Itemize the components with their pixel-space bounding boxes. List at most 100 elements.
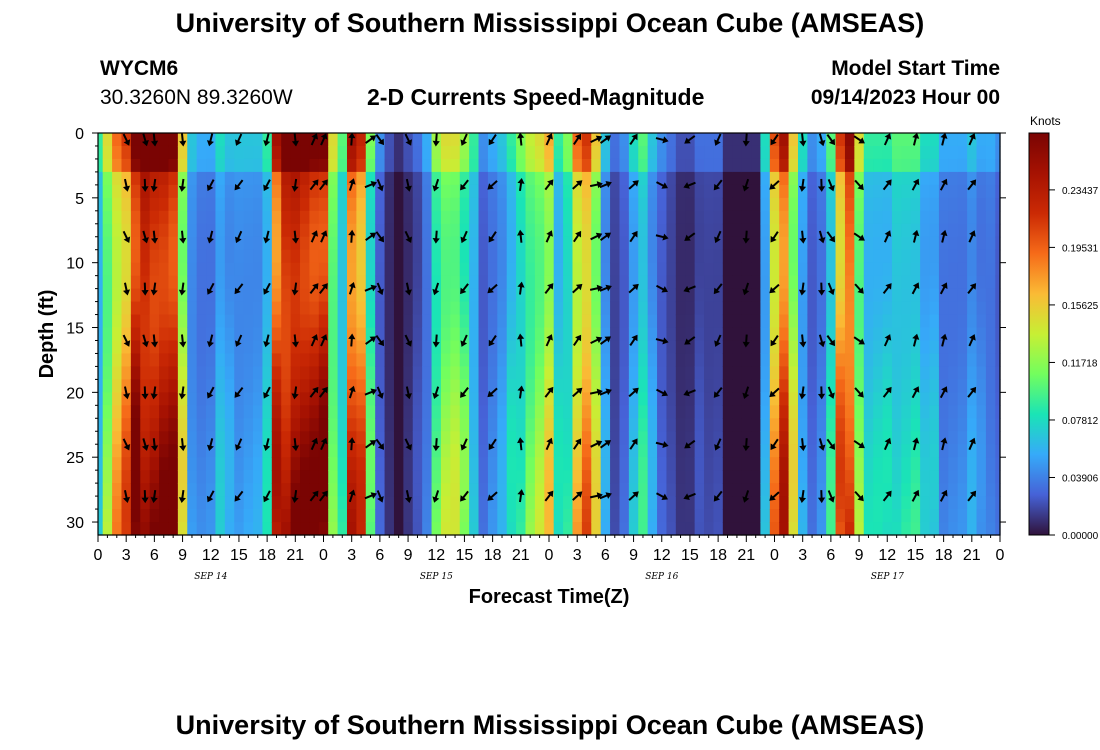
heatmap-cell [516, 509, 527, 523]
heatmap-cell [168, 483, 179, 497]
heatmap-cell [215, 444, 226, 458]
heatmap-cell [816, 210, 827, 225]
current-arrow [714, 438, 722, 451]
heatmap-cell [459, 340, 470, 355]
current-arrow [818, 230, 826, 244]
heatmap-cell [130, 470, 141, 484]
heatmap-cell [844, 483, 855, 497]
heatmap-cell [967, 236, 978, 251]
heatmap-cell [628, 158, 639, 173]
heatmap-cell [844, 133, 855, 147]
heatmap-cell [769, 301, 780, 316]
heatmap-cell [891, 223, 902, 238]
heatmap-cell [337, 314, 348, 329]
heatmap-cell [779, 379, 790, 393]
heatmap-cell [525, 457, 536, 471]
current-arrow [517, 177, 525, 191]
heatmap-cell [98, 496, 104, 510]
heatmap-cell [779, 249, 790, 264]
heatmap-cell [967, 418, 978, 432]
heatmap-cell [102, 275, 113, 290]
heatmap-cell [920, 431, 931, 445]
heatmap-cell [487, 301, 498, 316]
heatmap-cell [98, 288, 104, 303]
heatmap-cell [591, 275, 602, 290]
current-arrow [310, 437, 318, 451]
heatmap-cell [206, 405, 217, 419]
heatmap-cell [844, 392, 855, 406]
heatmap-cell [873, 405, 884, 419]
heatmap-cell [619, 275, 630, 290]
heatmap-cell [337, 418, 348, 432]
heatmap-cell [281, 288, 292, 303]
heatmap-cell [835, 483, 846, 497]
heatmap-cell [243, 262, 254, 277]
heatmap-cell [779, 509, 790, 523]
heatmap-cell [600, 327, 611, 342]
heatmap-cell [318, 418, 329, 432]
heatmap-cell [854, 379, 865, 393]
heatmap-cell [910, 145, 921, 160]
heatmap-cell [797, 431, 808, 445]
current-arrow [827, 282, 835, 296]
heatmap-cell [469, 522, 480, 536]
heatmap-cell [685, 392, 696, 406]
heatmap-cell [497, 262, 508, 277]
heatmap-cell [854, 275, 865, 290]
heatmap-cell [356, 405, 367, 419]
heatmap-cell [610, 184, 621, 199]
heatmap-cell [337, 184, 348, 199]
heatmap-cell [647, 483, 658, 497]
heatmap-cell [694, 431, 705, 445]
heatmap-cell [224, 470, 235, 484]
heatmap-cell [694, 158, 705, 173]
heatmap-cell [873, 457, 884, 471]
heatmap-cell [516, 431, 527, 445]
heatmap-cell [196, 379, 207, 393]
heatmap-cell [102, 366, 113, 380]
heatmap-cell [215, 509, 226, 523]
heatmap-cell [722, 197, 733, 212]
heatmap-cell [384, 210, 395, 225]
heatmap-cell [121, 405, 132, 419]
heatmap-cell [290, 236, 301, 251]
heatmap-cell [318, 301, 329, 316]
heatmap-cell [929, 288, 940, 303]
heatmap-cell [206, 158, 217, 173]
heatmap-cell [525, 288, 536, 303]
heatmap-cell [112, 249, 123, 264]
heatmap-cell [469, 379, 480, 393]
heatmap-cell [910, 392, 921, 406]
heatmap-cell [619, 431, 630, 445]
heatmap-cell [506, 314, 517, 329]
heatmap-cell [741, 275, 752, 290]
heatmap-cell [243, 366, 254, 380]
heatmap-cell [797, 158, 808, 173]
heatmap-cell [168, 392, 179, 406]
heatmap-cell [497, 483, 508, 497]
heatmap-cell [948, 483, 959, 497]
heatmap-cell [591, 171, 602, 186]
heatmap-cell [563, 353, 574, 368]
heatmap-cell [854, 457, 865, 471]
heatmap-cell [704, 158, 715, 173]
heatmap-cell [422, 444, 433, 458]
heatmap-cell [253, 496, 264, 510]
heatmap-cell [300, 288, 311, 303]
heatmap-cell [563, 236, 574, 251]
current-arrow [545, 334, 553, 347]
heatmap-cell [948, 184, 959, 199]
heatmap-cell [563, 314, 574, 329]
heatmap-cell [600, 496, 611, 510]
heatmap-cell [487, 483, 498, 497]
heatmap-cell [243, 405, 254, 419]
heatmap-cell [196, 457, 207, 471]
heatmap-cell [929, 236, 940, 251]
heatmap-cell [741, 418, 752, 432]
heatmap-cell [309, 431, 320, 445]
current-arrow [599, 135, 612, 144]
heatmap-cell [779, 210, 790, 225]
heatmap-cell [224, 184, 235, 199]
heatmap-cell [675, 431, 686, 445]
heatmap-cell [422, 249, 433, 264]
